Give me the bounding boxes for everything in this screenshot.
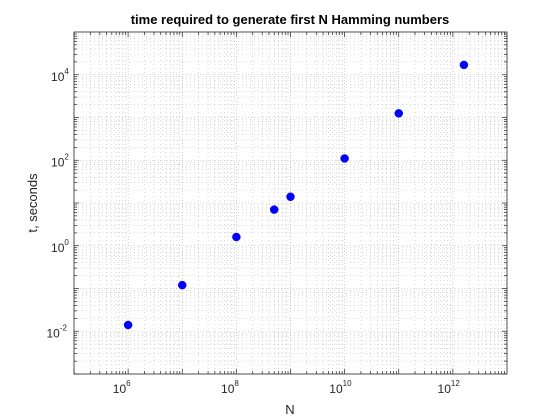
chart-title: time required to generate first N Hammin… <box>131 12 450 27</box>
y-tick-label-base: 10 <box>51 70 65 84</box>
y-tick-label-exponent: 2 <box>64 152 69 161</box>
x-tick-label: 10 12 <box>438 379 461 396</box>
data-point <box>232 232 241 242</box>
y-tick-label-base: 10 <box>51 241 65 255</box>
y-tick-label: 10 4 <box>51 67 69 84</box>
y-tick-label-exponent: 0 <box>64 238 69 247</box>
data-point <box>286 192 295 202</box>
y-tick-label-base: 10 <box>46 326 60 340</box>
y-tick-label-exponent: -2 <box>60 323 68 332</box>
data-point <box>340 154 349 163</box>
x-tick-label: 10 8 <box>221 379 239 396</box>
data-point <box>269 205 279 214</box>
data-point <box>178 280 187 290</box>
y-tick-label-exponent: 4 <box>64 67 69 76</box>
x-tick-label-exponent: 12 <box>451 379 460 388</box>
data-point <box>123 320 133 330</box>
data-points <box>123 60 469 330</box>
grid <box>73 32 507 375</box>
x-tick-label-exponent: 8 <box>234 379 239 388</box>
y-tick-label: 10 -2 <box>46 323 67 340</box>
x-tick-label-base: 10 <box>221 382 235 396</box>
x-tick-label-exponent: 10 <box>343 379 352 388</box>
data-point <box>394 109 403 118</box>
x-tick-label: 10 10 <box>329 379 352 396</box>
x-axis-label: N <box>285 402 294 417</box>
x-tick-label-base: 10 <box>329 382 343 396</box>
x-tick-label-base: 10 <box>113 382 127 396</box>
y-tick-label-base: 10 <box>51 155 65 169</box>
y-axis-label: t, seconds <box>25 173 40 233</box>
tick-marks <box>73 32 507 375</box>
x-tick-label-exponent: 6 <box>126 379 131 388</box>
x-tick-labels: 10 6 10 8 10 10 10 12 <box>113 379 461 396</box>
y-tick-label: 10 2 <box>51 152 69 169</box>
x-tick-label-base: 10 <box>438 382 452 396</box>
y-tick-label: 10 0 <box>51 238 69 255</box>
data-point <box>459 60 469 70</box>
x-tick-label: 10 6 <box>113 379 131 396</box>
